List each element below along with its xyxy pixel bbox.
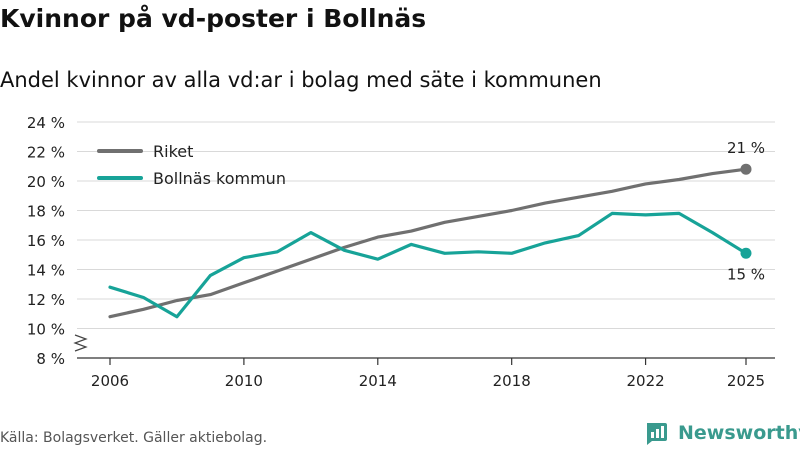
x-tick-label: 2006 — [91, 372, 129, 390]
grid-layer — [77, 121, 775, 329]
brand-logo: Newsworthy — [644, 420, 800, 446]
series-line — [108, 167, 748, 319]
x-tick-label: 2022 — [626, 372, 664, 390]
line-chart: 8 % 10 % 12 % 14 % 16 % 18 % 20 % 22 % 24 % 2006 2… — [27, 114, 775, 390]
y-tick-label: 10 % — [27, 321, 65, 339]
x-tick-label: 2018 — [493, 372, 531, 390]
y-tick-label: 8 % — [36, 350, 65, 368]
y-tick-label: 18 % — [27, 203, 65, 221]
legend-label: Riket — [153, 142, 193, 161]
y-tick-label: 24 % — [27, 114, 65, 132]
legend: Riket Bollnäs kommun — [97, 142, 286, 188]
y-tick-label: 20 % — [27, 173, 65, 191]
legend-label: Bollnäs kommun — [153, 169, 286, 188]
end-value-label: 21 % — [727, 139, 765, 157]
chart-title: Kvinnor på vd-poster i Bollnäs — [0, 4, 427, 33]
y-tick-label: 12 % — [27, 291, 65, 309]
end-value-label: 15 % — [727, 265, 765, 283]
brand-name: Newsworthy — [678, 422, 800, 444]
end-point — [740, 163, 752, 175]
end-point — [740, 247, 752, 259]
end-labels: 21 % 15 % — [727, 139, 765, 283]
y-tick-label: 14 % — [27, 262, 65, 280]
y-tick-label: 22 % — [27, 144, 65, 162]
axis-break-icon — [73, 334, 88, 352]
chart-logo-icon — [647, 423, 667, 445]
x-tick-label: 2025 — [727, 372, 765, 390]
chart-subtitle: Andel kvinnor av alla vd:ar i bolag med … — [0, 68, 602, 92]
x-tick-label: 2010 — [225, 372, 263, 390]
series-layer — [108, 163, 752, 319]
x-tick-label: 2014 — [359, 372, 397, 390]
axis-layer: 8 % 10 % 12 % 14 % 16 % 18 % 20 % 22 % 24 % 2006 2… — [27, 114, 775, 390]
series-line — [108, 211, 748, 319]
source-note: Källa: Bolagsverket. Gäller aktiebolag. — [0, 430, 268, 446]
y-tick-label: 16 % — [27, 232, 65, 250]
